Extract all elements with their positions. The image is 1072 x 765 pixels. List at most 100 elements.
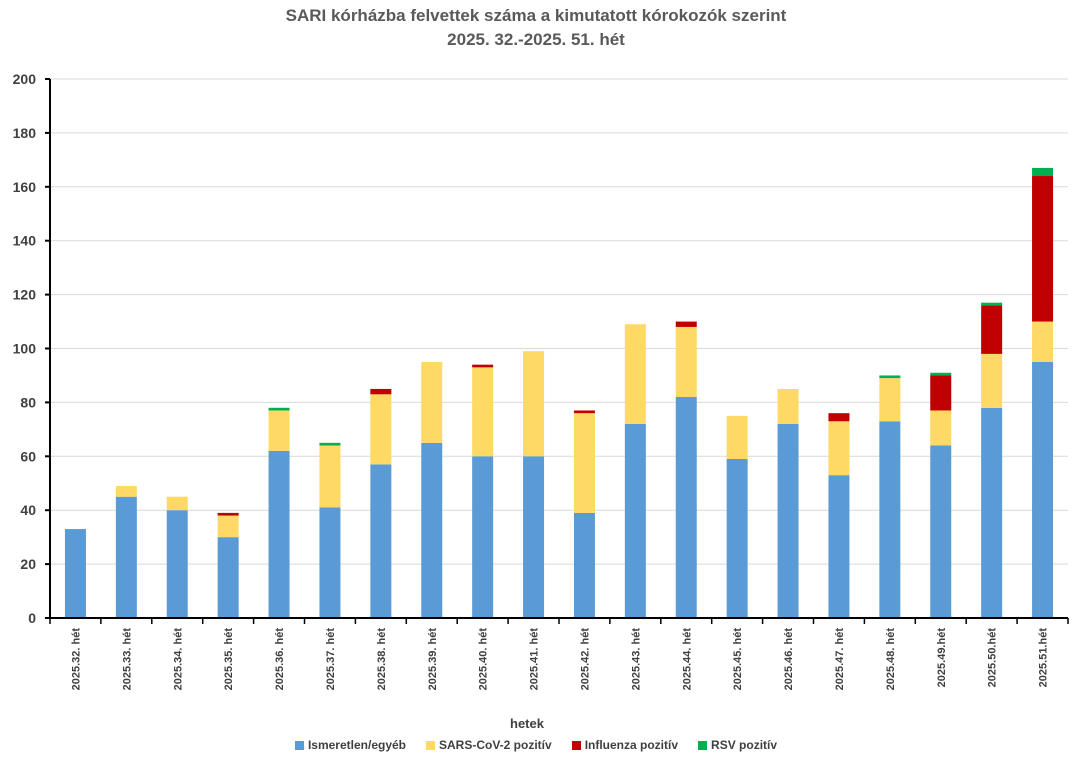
- bar-segment: [828, 413, 850, 422]
- y-tick-label: 80: [20, 394, 36, 410]
- bar-segment: [828, 475, 850, 618]
- bar-segment: [879, 375, 901, 379]
- legend-item: Ismeretlen/egyéb: [294, 738, 406, 752]
- bar-segment: [930, 372, 952, 376]
- bar-segment: [1032, 176, 1054, 322]
- bar-segment: [981, 353, 1003, 408]
- bar-segment: [726, 458, 748, 618]
- bar-segment: [523, 456, 545, 618]
- bar-segment: [675, 397, 697, 618]
- bar-segment: [319, 507, 341, 618]
- bar-segment: [675, 321, 697, 327]
- x-tick-label: 2025.47. hét: [834, 628, 846, 691]
- x-tick-label: 2025.50.hét: [987, 628, 999, 688]
- bar-segment: [268, 407, 290, 411]
- bar-segment: [370, 388, 392, 395]
- bar-segment: [472, 367, 494, 457]
- legend-swatch: [698, 741, 708, 750]
- bar-segment: [573, 413, 595, 513]
- y-tick-label: 100: [13, 341, 37, 357]
- x-tick-label: 2025.45. hét: [732, 628, 744, 691]
- axes: [45, 78, 1069, 624]
- bar-segment: [166, 496, 188, 511]
- bar-segment: [370, 394, 392, 465]
- bar-segment: [777, 388, 799, 424]
- x-tick-label: 2025.34. hét: [172, 628, 184, 691]
- bar-segment: [268, 410, 290, 451]
- legend-item: SARS-CoV-2 pozitív: [426, 738, 552, 752]
- x-tick-label: 2025.37. hét: [325, 628, 337, 691]
- x-tick-labels: 2025.32. hét 2025.33. hét 2025.34. hét 2025…: [70, 628, 1049, 691]
- x-tick-label: 2025.44. hét: [681, 628, 693, 691]
- bar-segment: [472, 456, 494, 618]
- bar-segment: [981, 305, 1003, 354]
- bar-segment: [981, 302, 1003, 306]
- legend-swatch: [294, 741, 304, 750]
- chart-title: SARI kórházba felvettek száma a kimutato…: [285, 6, 787, 25]
- x-tick-label: 2025.39. hét: [427, 628, 439, 691]
- y-tick-label: 140: [13, 233, 37, 249]
- bar-segment: [726, 415, 748, 459]
- bar-segment: [166, 510, 188, 618]
- x-tick-label: 2025.38. hét: [376, 628, 388, 691]
- y-tick-label: 40: [20, 502, 36, 518]
- legend-item: RSV pozitív: [698, 738, 777, 752]
- bar-segment: [573, 512, 595, 618]
- bar-segment: [421, 361, 443, 443]
- legend-item: Influenza pozitív: [571, 738, 679, 752]
- x-tick-label: 2025.42. hét: [579, 628, 591, 691]
- x-tick-label: 2025.32. hét: [70, 628, 82, 691]
- legend-swatch: [571, 741, 581, 750]
- bar-segment: [675, 326, 697, 398]
- bar-segment: [370, 464, 392, 618]
- legend: Ismeretlen/egyéb SARS-CoV-2 pozitív Influe…: [0, 738, 1072, 752]
- legend-swatch: [426, 741, 435, 750]
- bar-segment: [523, 351, 545, 457]
- bar-segment: [319, 442, 341, 446]
- bar-segment: [1032, 167, 1054, 177]
- bars: [64, 167, 1054, 618]
- legend-label: RSV pozitív: [711, 738, 778, 752]
- bar-segment: [777, 423, 799, 618]
- bar-segment: [421, 442, 443, 618]
- bar-segment: [930, 410, 952, 446]
- x-tick-label: 2025.40. hét: [478, 628, 490, 691]
- bar-segment: [624, 324, 646, 424]
- x-tick-label: 2025.36. hét: [274, 628, 286, 691]
- y-tick-label: 120: [13, 287, 37, 303]
- bar-segment: [981, 407, 1003, 618]
- bar-segment: [573, 410, 595, 414]
- y-tick-label: 160: [13, 179, 37, 195]
- bar-segment: [268, 450, 290, 618]
- bar-segment: [115, 485, 137, 497]
- bar-segment: [1032, 321, 1054, 362]
- x-tick-label: 2025.48. hét: [885, 628, 897, 691]
- bar-segment: [828, 421, 850, 476]
- y-tick-label: 180: [13, 125, 37, 141]
- y-tick-labels: 0 20 40 60 80 100 120 140 160 180 200: [13, 71, 37, 626]
- bar-segment: [217, 512, 239, 516]
- bar-segment: [115, 496, 137, 618]
- x-axis-label: hetek: [510, 716, 545, 731]
- x-tick-label: 2025.35. hét: [223, 628, 235, 691]
- bar-segment: [879, 378, 901, 422]
- bar-segment: [64, 529, 86, 618]
- bar-segment: [624, 423, 646, 618]
- x-tick-label: 2025.41. hét: [529, 628, 541, 691]
- gridlines: [50, 78, 1068, 565]
- y-tick-label: 60: [20, 448, 36, 464]
- bar-segment: [930, 445, 952, 618]
- bar-segment: [879, 421, 901, 618]
- bar-segment: [1032, 361, 1054, 618]
- y-tick-label: 200: [13, 71, 37, 87]
- x-tick-label: 2025.46. hét: [783, 628, 795, 691]
- bar-segment: [930, 375, 952, 411]
- y-tick-label: 20: [20, 556, 36, 572]
- bar-segment: [319, 445, 341, 508]
- legend-label: Influenza pozitív: [584, 738, 679, 752]
- bar-segment: [217, 515, 239, 538]
- x-tick-label: 2025.49.hét: [936, 628, 948, 688]
- bar-segment: [472, 364, 494, 368]
- legend-label: Ismeretlen/egyéb: [307, 738, 406, 752]
- x-tick-label: 2025.51.hét: [1038, 628, 1050, 688]
